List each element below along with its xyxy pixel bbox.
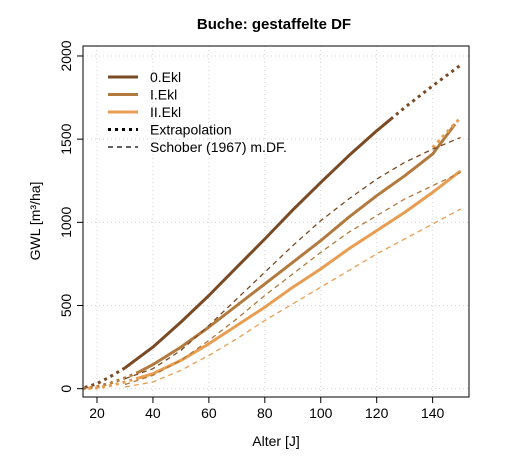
legend-label: Schober (1967) m.DF. (150, 139, 287, 155)
y-axis-label: GWL [m³/ha] (27, 182, 43, 261)
series-line-9 (124, 171, 461, 386)
x-tick-label: 140 (421, 405, 445, 421)
y-tick-label: 0 (58, 385, 74, 393)
series-line-5 (431, 116, 462, 149)
chart-title: Buche: gestaffelte DF (197, 16, 351, 33)
y-tick-label: 500 (58, 294, 74, 318)
series-line-4 (82, 370, 140, 391)
series-line-2 (389, 63, 462, 121)
x-tick-label: 80 (257, 405, 273, 421)
legend-label: Extrapolation (150, 122, 232, 138)
series-line-6 (138, 169, 462, 380)
series-line-7 (82, 376, 140, 391)
legend-label: II.Ekl (150, 104, 181, 120)
y-tick-label: 2000 (58, 40, 74, 71)
axis-ticks: 20 40 60 80 100 120 140 0 500 1000 1500 2000 (58, 40, 445, 421)
y-tick-label: 1000 (58, 207, 74, 238)
series-line-3 (138, 123, 457, 374)
x-tick-label: 60 (201, 405, 217, 421)
x-axis-label: Alter [J] (252, 433, 299, 449)
x-tick-label: 100 (309, 405, 333, 421)
x-tick-label: 40 (145, 405, 161, 421)
series-line-0 (124, 118, 392, 370)
legend-label: I.Ekl (150, 87, 177, 103)
x-tick-label: 20 (89, 405, 105, 421)
series-line-1 (82, 366, 126, 390)
series-group (82, 63, 462, 391)
plot-frame (82, 45, 470, 398)
x-tick-label: 120 (365, 405, 389, 421)
grid (83, 46, 469, 397)
legend-label: 0.Ekl (150, 69, 181, 85)
series-line-10 (124, 208, 461, 388)
y-tick-label: 1500 (58, 123, 74, 154)
series-line-8 (124, 136, 461, 380)
